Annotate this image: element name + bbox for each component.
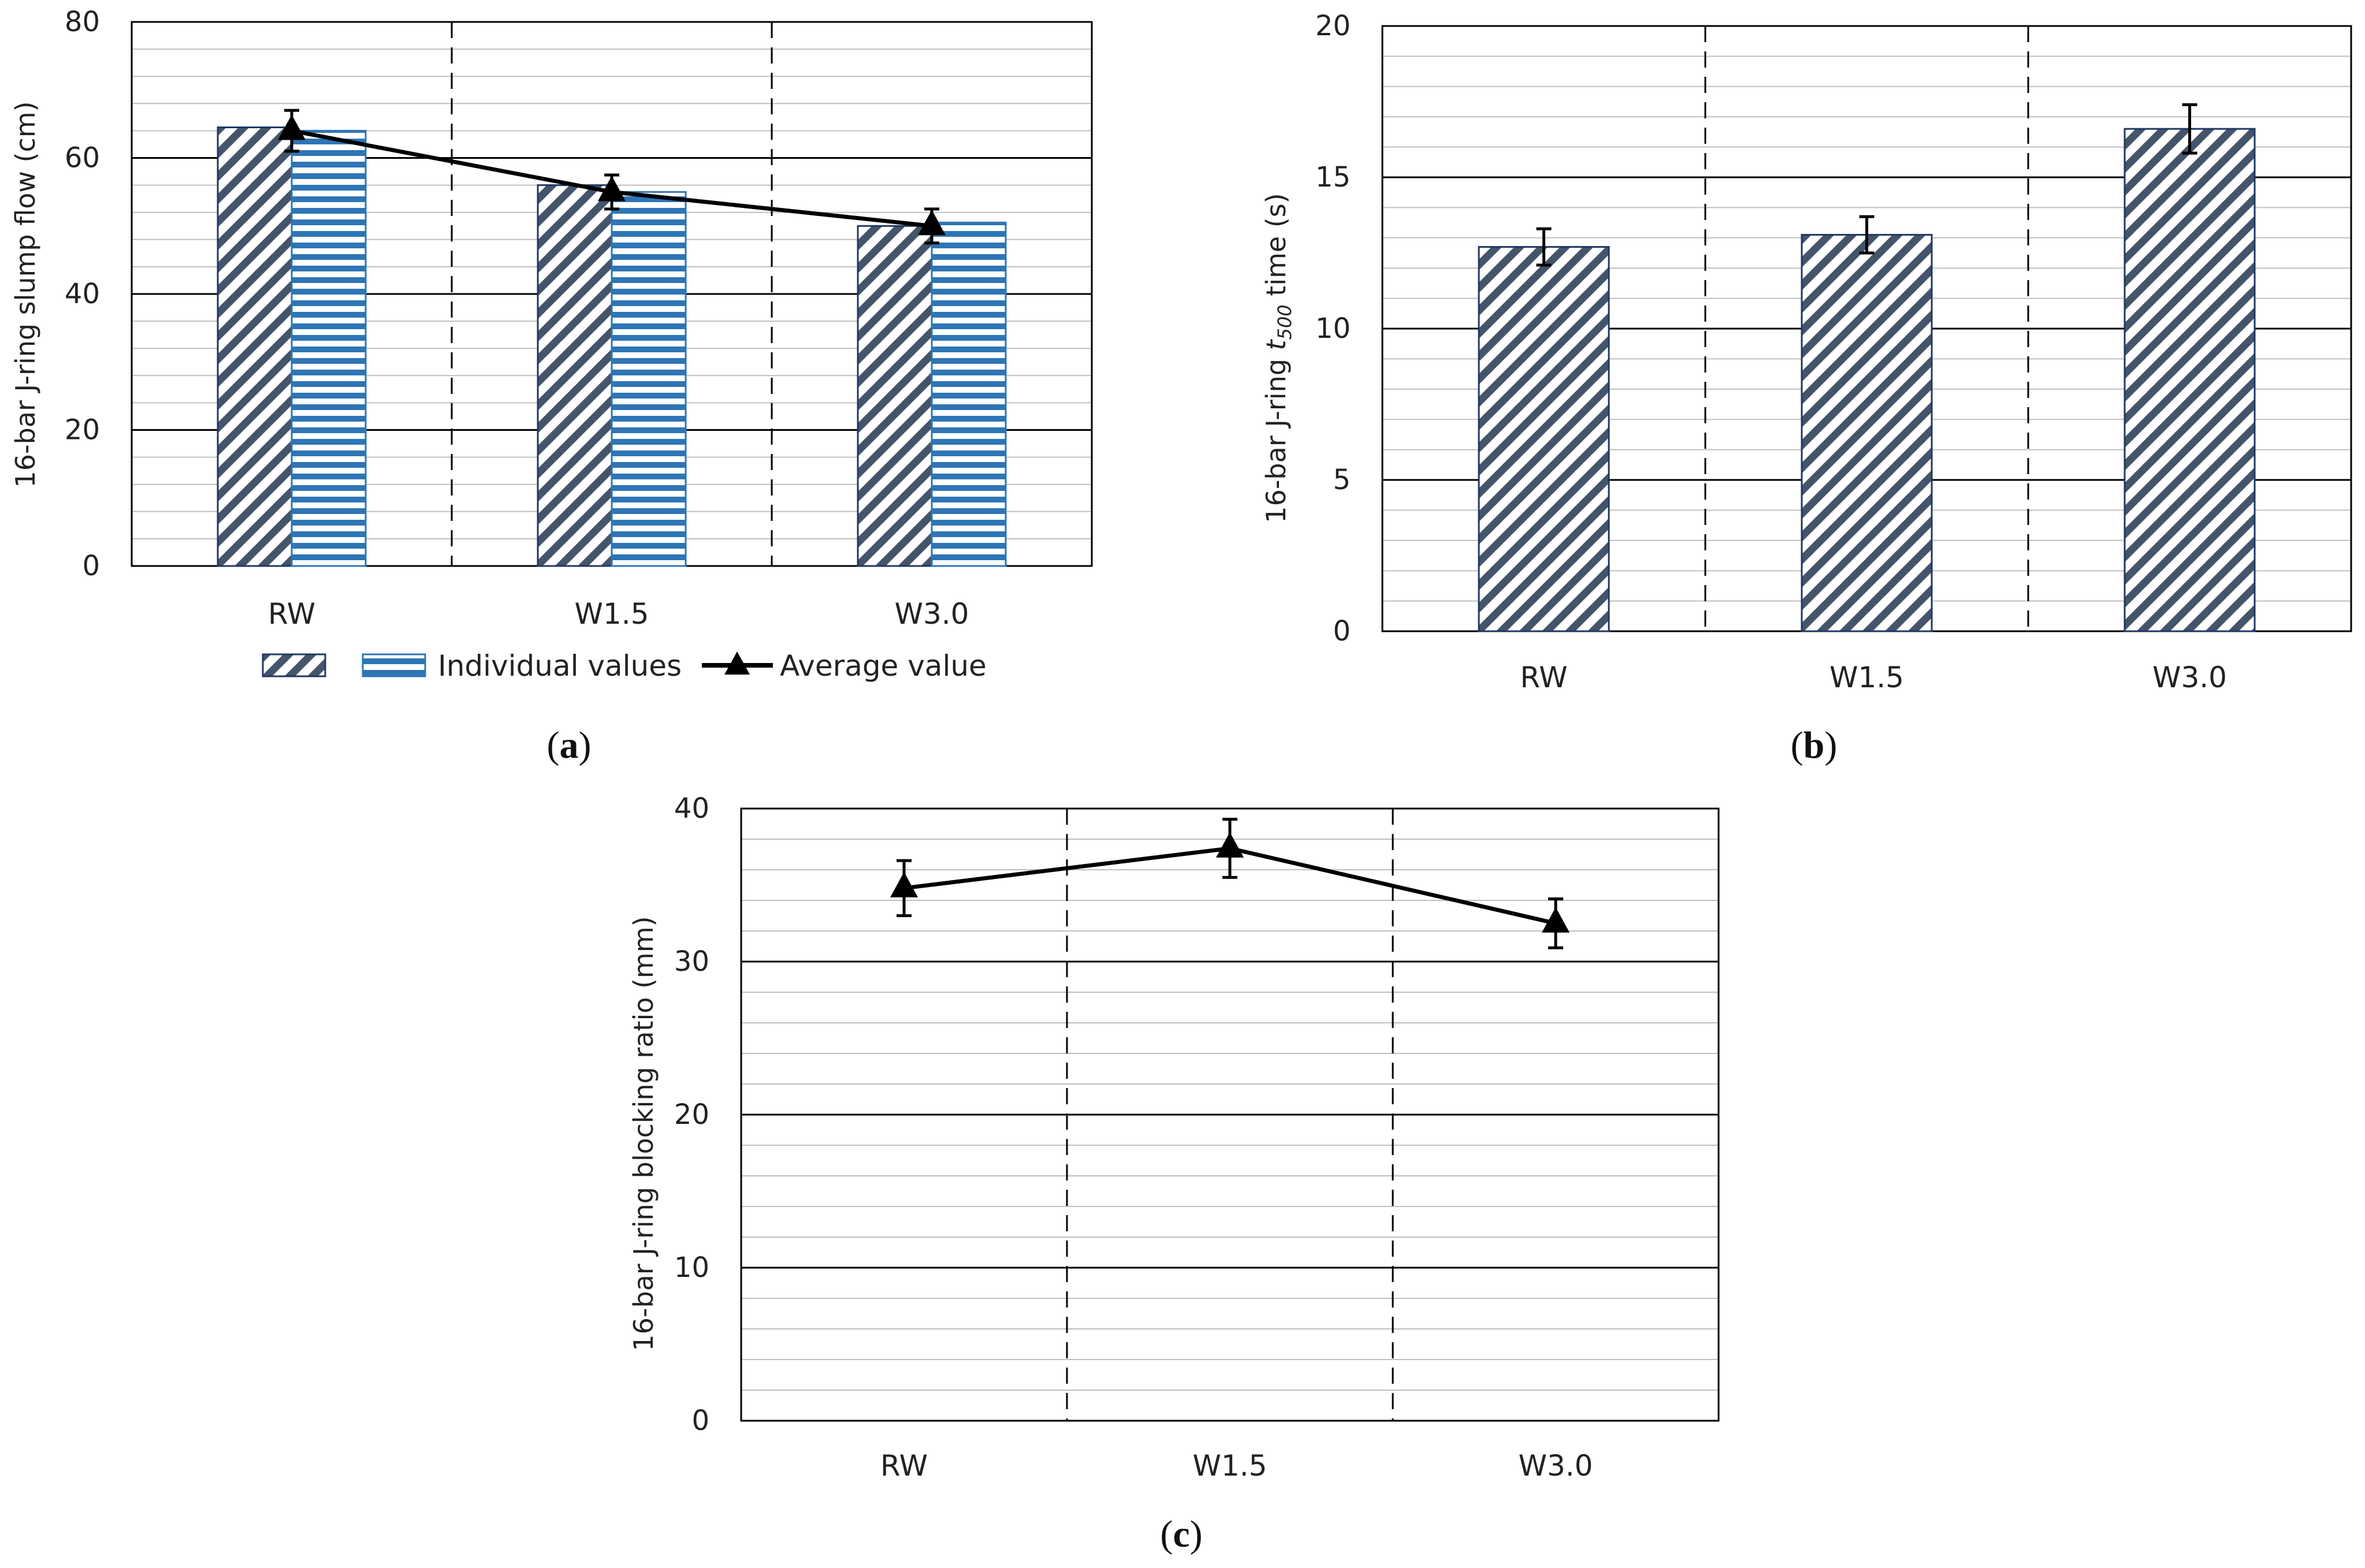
x-category-label: RW [1520, 661, 1567, 694]
bar-diagonal [1478, 246, 1610, 632]
chart-a-tick-labels: 0 20 40 60 80 [65, 6, 100, 582]
y-tick-label: 0 [1333, 615, 1351, 647]
chart-c-y-axis-title: 16-bar J-ring blocking ratio (mm) [628, 916, 659, 1351]
chart-b-y-axis-title: 16-bar J-ring t500 time (s) [1260, 193, 1296, 523]
chart-c-tick-labels: 0 10 20 30 40 [674, 792, 709, 1437]
x-category-label: RW [268, 597, 315, 631]
chart-a: 0 20 40 60 80 RW W1.5 W3.0 16-bar J-ring slump… [10, 6, 1093, 766]
y-tick-label: 20 [1315, 10, 1351, 42]
bar-horizontal [931, 221, 1007, 567]
data-point-marker [890, 871, 918, 897]
legend-marker-average [724, 651, 750, 675]
x-category-label: W1.5 [575, 597, 649, 631]
y-tick-label: 15 [1315, 161, 1351, 193]
x-category-label: W3.0 [1519, 1449, 1593, 1483]
y-tick-label: 0 [82, 550, 100, 582]
bar-diagonal [2124, 128, 2256, 632]
legend-label-average-value: Average value [780, 649, 987, 683]
chart-a-line [278, 109, 946, 245]
chart-b: 0 5 10 15 20 RW W1.5 W3.0 16-bar J-ring t500 t… [1260, 10, 2352, 766]
data-point-marker [1216, 832, 1244, 858]
y-tick-label: 10 [674, 1252, 709, 1284]
x-category-label: W3.0 [895, 597, 969, 631]
chart-b-category-labels: RW W1.5 W3.0 [1520, 661, 2227, 694]
data-point-marker [1542, 907, 1570, 933]
chart-b-line [1536, 103, 2197, 267]
y-tick-label: 40 [674, 792, 709, 825]
x-category-label: W1.5 [1193, 1449, 1267, 1483]
x-category-label: W3.0 [2152, 661, 2227, 694]
chart-a-legend: Individual values Average value [262, 649, 987, 683]
y-tick-label: 60 [65, 142, 100, 174]
data-point-marker [918, 210, 946, 236]
panel-label-a: (a) [547, 724, 592, 766]
bar-horizontal [611, 191, 687, 567]
chart-c: 0 10 20 30 40 RW W1.5 W3.0 16-bar J-ring block… [628, 792, 1720, 1555]
chart-a-y-axis-title: 16-bar J-ring slump flow (cm) [10, 101, 41, 487]
chart-c-category-labels: RW W1.5 W3.0 [880, 1449, 1593, 1483]
y-tick-label: 5 [1333, 464, 1351, 496]
chart-a-bars [217, 126, 1007, 567]
panel-label-c: (c) [1160, 1513, 1202, 1555]
legend-swatch-individual-values [362, 653, 426, 677]
legend-swatch-diagonal [262, 653, 326, 677]
y-tick-label: 20 [674, 1098, 709, 1131]
panel-label-b: (b) [1791, 724, 1838, 766]
x-category-label: RW [880, 1449, 928, 1483]
data-point-marker [278, 114, 306, 140]
y-tick-label: 80 [65, 6, 100, 38]
bar-diagonal [857, 225, 933, 567]
chart-c-grid [740, 807, 1720, 1422]
chart-b-tick-labels: 0 5 10 15 20 [1315, 10, 1351, 647]
y-tick-label: 30 [674, 945, 709, 978]
y-tick-label: 40 [65, 278, 100, 310]
bar-diagonal [1801, 234, 1933, 632]
chart-c-line [890, 818, 1570, 949]
bar-horizontal [291, 129, 367, 567]
y-tick-label: 20 [65, 414, 100, 446]
x-category-label: W1.5 [1829, 661, 1904, 694]
y-tick-label: 0 [691, 1405, 709, 1437]
plot-border [740, 807, 1720, 1422]
data-point-marker [598, 176, 626, 202]
chart-b-bars [1478, 128, 2256, 632]
y-tick-label: 10 [1315, 312, 1351, 345]
chart-a-category-labels: RW W1.5 W3.0 [268, 597, 969, 631]
bar-diagonal [537, 184, 613, 567]
legend-label-individual-values: Individual values [438, 649, 682, 683]
bar-diagonal [217, 126, 293, 567]
